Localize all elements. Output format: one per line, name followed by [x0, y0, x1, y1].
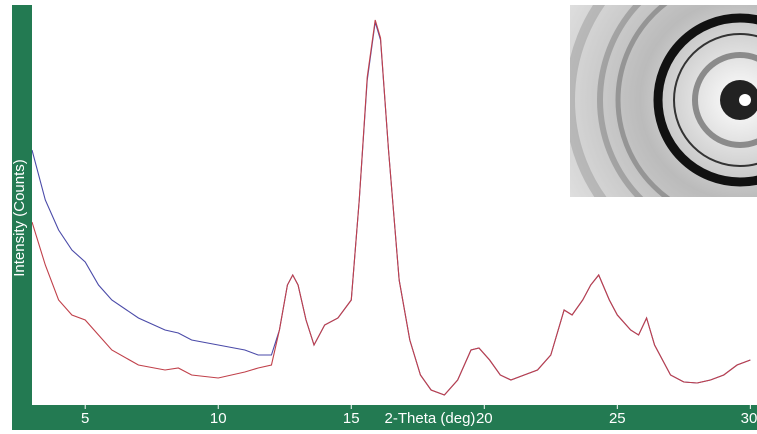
x-tick-label: 5: [81, 410, 89, 427]
x-tick-label: 10: [210, 410, 227, 427]
x-tick-label: 30: [741, 410, 757, 427]
x-axis-label: 2-Theta (deg): [385, 410, 476, 427]
x-tick-label: 15: [343, 410, 360, 427]
y-axis-label: Intensity (Counts): [11, 159, 28, 277]
x-tick-label: 20: [476, 410, 493, 427]
x-tick-label: 25: [609, 410, 626, 427]
chart: Intensity (Counts) 2-Theta (deg) 5 10 15 20…: [0, 0, 757, 434]
diffraction-inset: [570, 0, 757, 270]
page: Intensity (Counts) 2-Theta (deg) 5 10 15 20…: [0, 0, 757, 434]
